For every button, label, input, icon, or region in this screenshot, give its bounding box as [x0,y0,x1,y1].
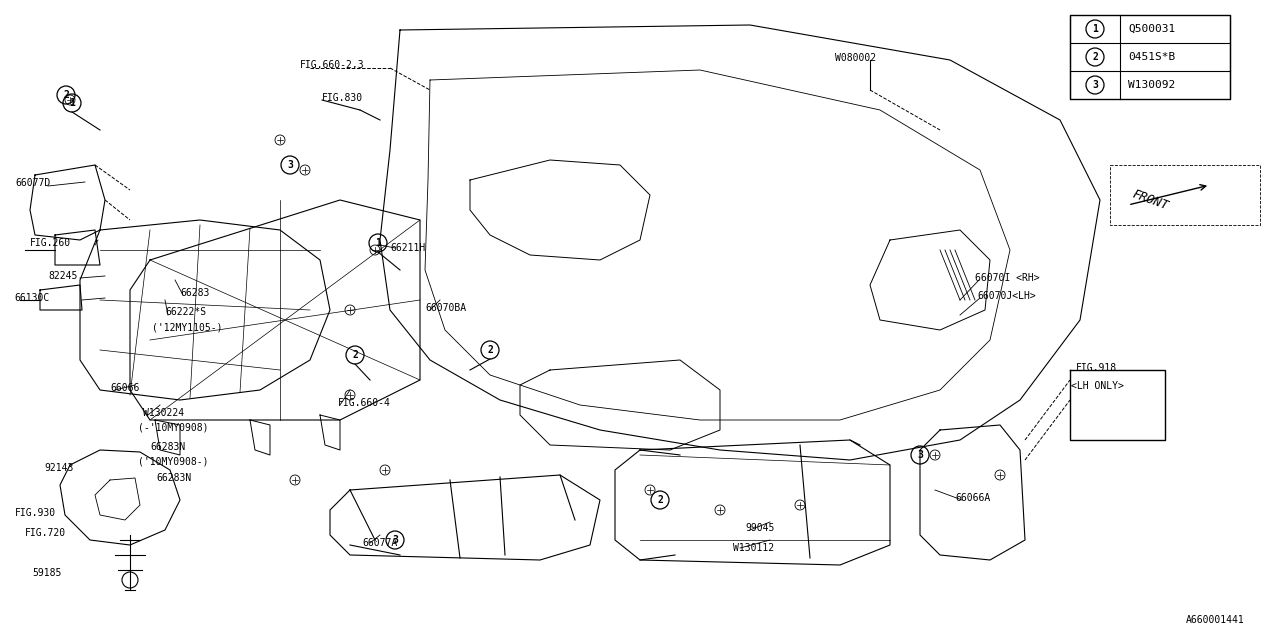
Text: Q500031: Q500031 [1128,24,1175,34]
Text: A660001441: A660001441 [1187,615,1245,625]
Text: 66066A: 66066A [955,493,991,503]
Text: 66283N: 66283N [150,442,186,452]
Text: 1: 1 [375,238,381,248]
Text: ('12MY1105-): ('12MY1105-) [152,322,223,332]
Text: 66077D: 66077D [15,178,50,188]
Text: 2: 2 [488,345,493,355]
Text: 66070BA: 66070BA [425,303,466,313]
Bar [1070,15,1230,99]
Text: 66070J<LH>: 66070J<LH> [977,291,1036,301]
Text: FIG.830: FIG.830 [323,93,364,103]
Text: ('10MY0908-): ('10MY0908-) [138,457,209,467]
Text: 82245: 82245 [49,271,77,281]
Text: 3: 3 [287,160,293,170]
Text: FIG.930: FIG.930 [15,508,56,518]
Text: 2: 2 [63,90,69,100]
Text: 66222*S: 66222*S [165,307,206,317]
Text: 59185: 59185 [32,568,61,578]
Text: FIG.660-4: FIG.660-4 [338,398,390,408]
Text: W130092: W130092 [1128,80,1175,90]
Text: 2: 2 [352,350,358,360]
Text: W130224: W130224 [143,408,184,418]
Text: 99045: 99045 [745,523,774,533]
Text: 66130C: 66130C [14,293,49,303]
Text: FIG.918: FIG.918 [1076,363,1117,373]
Text: W130112: W130112 [733,543,774,553]
Text: FRONT: FRONT [1130,188,1170,212]
Text: (-'10MY0908): (-'10MY0908) [138,423,209,433]
Text: 1: 1 [1092,24,1098,34]
Text: 66211H: 66211H [390,243,425,253]
Text: 0451S*B: 0451S*B [1128,52,1175,62]
Text: <LH ONLY>: <LH ONLY> [1071,381,1124,391]
Text: FIG.660-2,3: FIG.660-2,3 [300,60,365,70]
Text: 66066: 66066 [110,383,140,393]
Text: 92143: 92143 [44,463,73,473]
Text: 3: 3 [392,535,398,545]
Text: FIG.260: FIG.260 [29,238,72,248]
Text: 66283: 66283 [180,288,210,298]
Text: 3: 3 [1092,80,1098,90]
Text: 3: 3 [916,450,923,460]
Text: 2: 2 [657,495,663,505]
Text: 1: 1 [69,98,76,108]
Text: FIG.720: FIG.720 [26,528,67,538]
Text: 66077A: 66077A [362,538,397,548]
Text: 66283N: 66283N [156,473,191,483]
Text: 66070I <RH>: 66070I <RH> [975,273,1039,283]
Text: 2: 2 [1092,52,1098,62]
Text: W080002: W080002 [835,53,876,63]
